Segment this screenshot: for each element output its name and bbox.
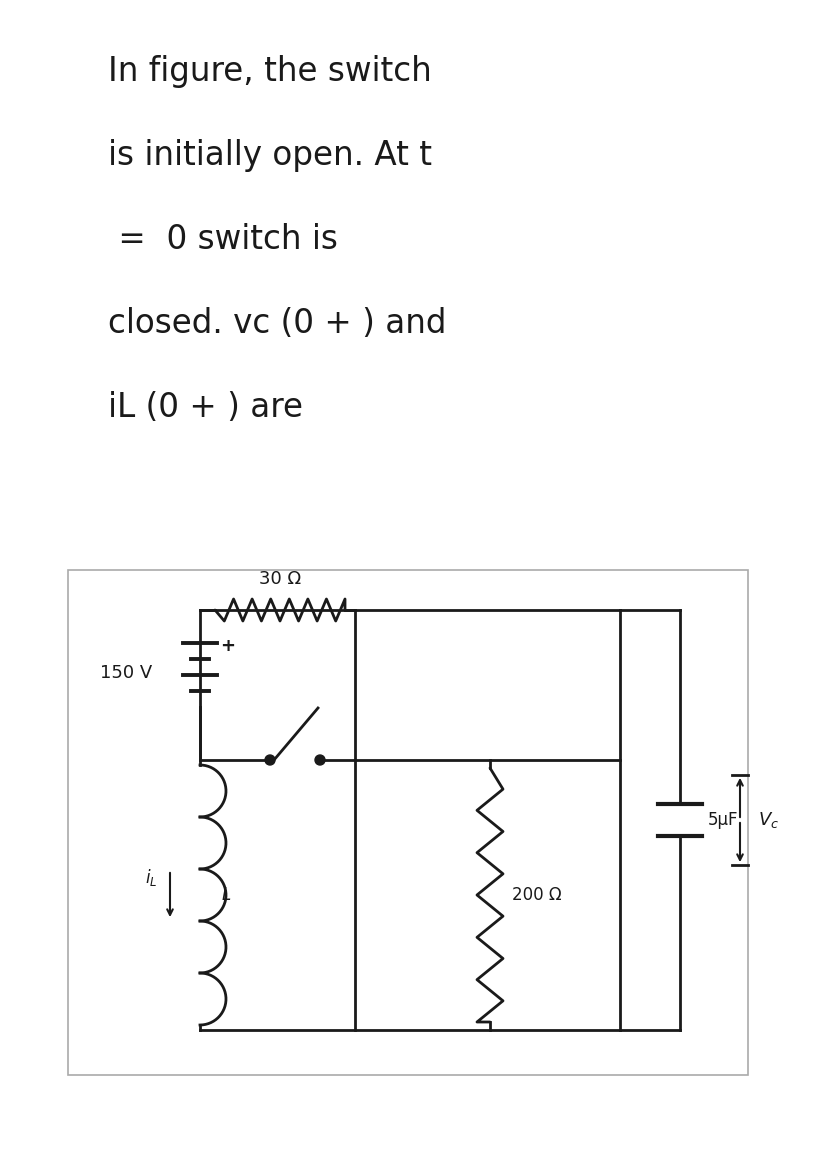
Circle shape [265,755,275,765]
Text: 30 Ω: 30 Ω [259,571,301,588]
Text: is initially open. At t: is initially open. At t [108,139,432,172]
Text: 200 Ω: 200 Ω [512,886,562,904]
Text: closed. vc (0 + ) and: closed. vc (0 + ) and [108,307,447,340]
Text: 150 V: 150 V [99,664,152,681]
Bar [68,571,748,1075]
Text: In figure, the switch: In figure, the switch [108,55,432,88]
Text: $V_c$: $V_c$ [758,810,779,830]
Text: 5μF: 5μF [708,811,738,829]
Text: +: + [220,638,235,655]
Text: =  0 switch is: = 0 switch is [108,223,338,256]
Circle shape [315,755,325,765]
Text: iL (0 + ) are: iL (0 + ) are [108,392,303,424]
Text: L: L [222,886,231,904]
Text: $i_L$: $i_L$ [144,866,157,887]
